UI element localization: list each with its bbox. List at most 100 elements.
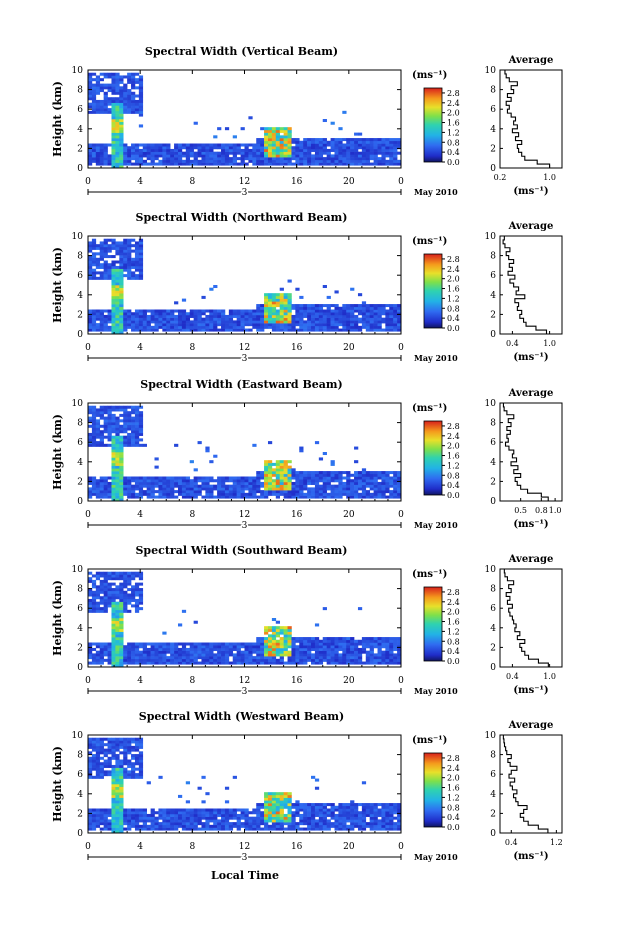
heatmap-cell bbox=[103, 819, 108, 823]
heatmap-cell bbox=[354, 808, 359, 812]
heatmap-cell bbox=[385, 650, 390, 654]
heatmap-cell bbox=[107, 770, 112, 774]
heatmap-cell bbox=[381, 312, 386, 316]
heatmap-cell bbox=[99, 102, 104, 106]
heatmap-cell bbox=[267, 634, 273, 638]
heatmap-cell bbox=[209, 148, 214, 152]
heatmap-cell bbox=[177, 490, 183, 494]
heatmap-cell bbox=[91, 767, 97, 771]
heatmap-cell bbox=[115, 743, 120, 747]
heatmap-cell bbox=[150, 827, 155, 831]
heatmap-cell bbox=[350, 479, 355, 483]
heatmap-cell bbox=[91, 811, 97, 815]
heatmap-cell bbox=[240, 661, 245, 665]
heatmap-cell bbox=[311, 325, 316, 329]
heatmap-cell bbox=[322, 642, 327, 646]
heatmap-cell bbox=[224, 323, 230, 327]
heatmap-cell bbox=[115, 631, 120, 635]
heatmap-cell bbox=[107, 432, 112, 436]
heatmap-cell bbox=[123, 83, 128, 87]
heatmap-cell bbox=[111, 146, 116, 150]
heatmap-cell bbox=[338, 140, 343, 144]
heatmap-cell bbox=[381, 637, 386, 641]
heatmap-cell bbox=[334, 157, 339, 161]
heatmap-cell bbox=[264, 492, 269, 496]
heatmap-cell bbox=[88, 751, 93, 755]
heatmap-cell bbox=[322, 140, 327, 144]
heatmap-cell bbox=[103, 320, 108, 324]
heatmap-cell bbox=[287, 645, 292, 649]
heatmap-cell bbox=[181, 822, 187, 826]
heatmap-cell bbox=[271, 151, 277, 155]
heatmap-cell bbox=[299, 157, 304, 161]
heatmap-cell bbox=[201, 328, 206, 332]
x-tick-label: 16 bbox=[291, 510, 303, 520]
heatmap-cell bbox=[174, 658, 179, 662]
heatmap-cell bbox=[111, 159, 116, 163]
heatmap-cell bbox=[369, 162, 374, 166]
heatmap-cell bbox=[264, 803, 269, 807]
heatmap-cell bbox=[342, 661, 347, 665]
heatmap-cell bbox=[193, 647, 198, 651]
average-y-tick-label: 10 bbox=[485, 66, 497, 76]
heatmap-cell bbox=[322, 490, 327, 494]
heatmap-cell bbox=[162, 822, 167, 826]
heatmap-cell bbox=[232, 154, 237, 158]
heatmap-cell bbox=[115, 601, 120, 605]
heatmap-cell bbox=[95, 260, 101, 264]
heatmap-cell bbox=[185, 808, 191, 812]
heatmap-cell bbox=[217, 479, 222, 483]
heatmap-cell bbox=[334, 637, 339, 641]
colorbar-tick-label: 2.4 bbox=[447, 432, 460, 441]
heatmap-cell bbox=[127, 492, 132, 496]
heatmap-cell bbox=[267, 492, 273, 496]
heatmap-cell bbox=[99, 320, 104, 324]
heatmap-cell bbox=[240, 813, 245, 817]
heatmap-cell bbox=[228, 492, 234, 496]
heatmap-cell bbox=[138, 650, 144, 654]
heatmap-cell bbox=[291, 816, 296, 820]
heatmap-cell bbox=[115, 151, 120, 155]
heatmap-cell bbox=[303, 803, 308, 807]
heatmap-cell bbox=[181, 309, 187, 313]
heatmap-cell bbox=[365, 143, 370, 147]
heatmap-cell bbox=[322, 607, 327, 611]
heatmap-cell bbox=[205, 148, 210, 152]
heatmap-cell bbox=[307, 650, 312, 654]
heatmap-cell bbox=[322, 119, 327, 123]
heatmap-cell bbox=[138, 328, 144, 332]
heatmap-cell bbox=[287, 658, 292, 662]
heatmap-cell bbox=[271, 154, 277, 158]
heatmap-cell bbox=[115, 314, 120, 318]
heatmap-cell bbox=[330, 148, 335, 152]
heatmap-cell bbox=[185, 162, 191, 166]
heatmap-cell bbox=[185, 143, 191, 147]
heatmap-cell bbox=[119, 797, 124, 801]
heatmap-cell bbox=[127, 762, 132, 766]
heatmap-cell bbox=[181, 154, 187, 158]
heatmap-cell bbox=[99, 601, 104, 605]
heatmap-cell bbox=[228, 487, 234, 491]
heatmap-cell bbox=[393, 653, 398, 657]
heatmap-cell bbox=[115, 162, 120, 166]
heatmap-cell bbox=[326, 320, 331, 324]
heatmap-cell bbox=[299, 295, 304, 299]
heatmap-cell bbox=[209, 154, 214, 158]
heatmap-cell bbox=[154, 658, 159, 662]
heatmap-cell bbox=[303, 473, 308, 477]
heatmap-cell bbox=[271, 805, 277, 809]
heatmap-cell bbox=[115, 593, 120, 597]
heatmap-cell bbox=[248, 481, 253, 485]
colorbar bbox=[423, 87, 443, 163]
heatmap-cell bbox=[111, 601, 116, 605]
heatmap-cell bbox=[111, 637, 116, 641]
heatmap-cell bbox=[295, 162, 300, 166]
heatmap-cell bbox=[369, 642, 374, 646]
heatmap-cell bbox=[146, 146, 151, 150]
heatmap-cell bbox=[127, 325, 132, 329]
heatmap-cell bbox=[350, 803, 355, 807]
heatmap-cell bbox=[107, 157, 112, 161]
heatmap-cell bbox=[397, 645, 402, 649]
heatmap-cell bbox=[275, 328, 281, 332]
heatmap-cell bbox=[115, 588, 120, 592]
